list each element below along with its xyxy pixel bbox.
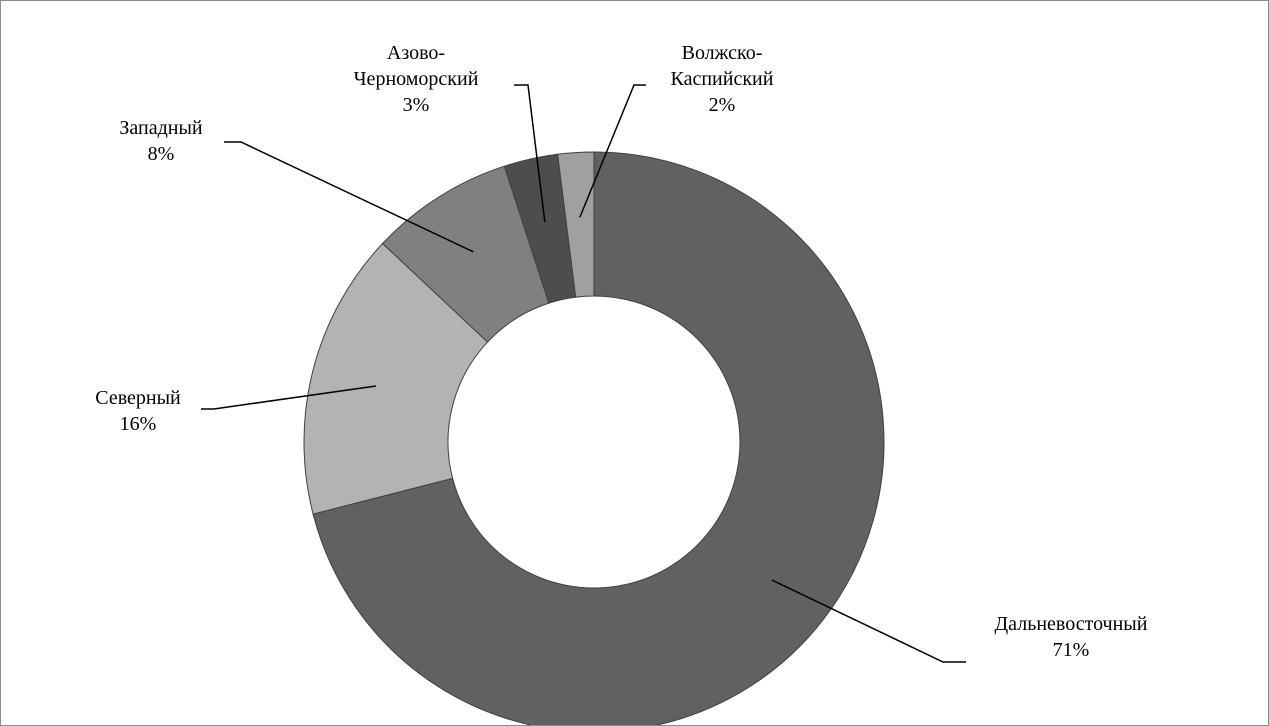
data-label-far-east: Дальневосточный 71% (995, 613, 1148, 661)
data-label-percent: 71% (1053, 639, 1090, 661)
leader-line-far-east (771, 579, 966, 663)
leader-line-west (224, 141, 474, 253)
leader-line-north (201, 385, 376, 410)
data-label-category: Азово- (387, 42, 445, 64)
data-label-percent: 8% (148, 143, 175, 165)
data-label-category: Каспийский (671, 68, 774, 90)
data-label-percent: 3% (403, 94, 430, 116)
data-label-percent: 16% (120, 413, 157, 435)
slice-far-east (312, 151, 885, 725)
leader-lines-group (201, 84, 966, 663)
data-label-category: Западный (119, 117, 203, 139)
data-label-category: Северный (95, 387, 181, 409)
slice-north (303, 242, 489, 515)
labels-group: Дальневосточный 71% Северный 16% Западный 8% А… (95, 42, 1148, 661)
data-label-north: Северный 16% (95, 387, 181, 435)
data-label-azov-black-sea: Азово- Черноморский 3% (354, 42, 479, 116)
data-label-west: Западный 8% (119, 117, 203, 165)
slices-group (303, 151, 885, 725)
data-label-category: Дальневосточный (995, 613, 1148, 635)
leader-line-volga-caspian (579, 84, 646, 218)
data-label-percent: 2% (709, 94, 736, 116)
data-label-volga-caspian: Волжско- Каспийский 2% (671, 42, 774, 116)
slice-volga-caspian (557, 151, 595, 298)
data-label-category: Волжско- (682, 42, 763, 64)
data-label-category: Черноморский (354, 68, 479, 90)
leader-line-azov-black-sea (514, 84, 546, 223)
